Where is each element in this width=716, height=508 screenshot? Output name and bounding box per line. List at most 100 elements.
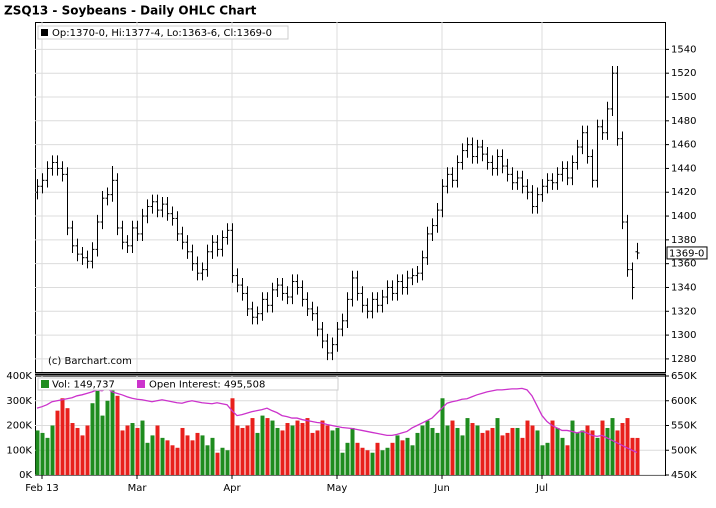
volume-bar [115, 395, 120, 475]
y2-tick-label: 450K [671, 470, 697, 481]
volume-bar [230, 398, 235, 475]
volume-bar [65, 408, 70, 475]
volume-bar [155, 425, 160, 475]
legend-entry: Open Interest: 495,508 [149, 380, 265, 391]
volume-bar [495, 418, 500, 475]
volume-bar [520, 437, 525, 475]
x-tick-label: Jul [535, 483, 548, 494]
volume-bar [135, 427, 140, 475]
volume-bar [265, 418, 270, 475]
volume-bar [630, 437, 635, 475]
volume-bar [450, 420, 455, 475]
volume-bar [335, 427, 340, 475]
volume-bar [430, 427, 435, 475]
volume-bar [40, 432, 45, 475]
volume-bar [90, 403, 95, 475]
volume-bar [205, 445, 210, 475]
volume-bar [95, 390, 100, 475]
last-price-box [666, 246, 708, 260]
volume-bar [500, 435, 505, 475]
volume-bar [270, 420, 275, 475]
volume-bar [515, 427, 520, 475]
volume-bar [570, 420, 575, 475]
volume-bar [330, 430, 335, 475]
volume-bar [605, 427, 610, 475]
price-panel [35, 22, 666, 373]
volume-bar [140, 420, 145, 475]
y-tick-label: 100K [6, 445, 32, 456]
y-tick-label: 1320 [671, 306, 696, 317]
volume-bar [540, 445, 545, 475]
volume-bar [390, 442, 395, 475]
volume-bar [560, 437, 565, 475]
volume-bar [305, 418, 310, 475]
volume-bar [615, 430, 620, 475]
volume-bar [600, 420, 605, 475]
volume-bar [365, 450, 370, 475]
volume-bar [490, 427, 495, 475]
y-tick-label: 1360 [671, 259, 696, 270]
volume-bar [360, 447, 365, 475]
y2-tick-label: 500K [671, 445, 697, 456]
volume-bar [620, 423, 625, 475]
y-tick-label: 1300 [671, 330, 696, 341]
y-tick-label: 1400 [671, 211, 696, 222]
volume-bar [470, 423, 475, 475]
volume-bar [440, 398, 445, 475]
volume-bar [460, 435, 465, 475]
volume-bar [105, 400, 110, 475]
volume-bar [130, 423, 135, 475]
x-tick-label: Apr [223, 483, 241, 494]
chart-title: ZSQ13 - Soybeans - Daily OHLC Chart [4, 4, 257, 18]
volume-bar [465, 418, 470, 475]
volume-bar [195, 432, 200, 475]
legend-box [37, 377, 339, 391]
y-tick-label: 1460 [671, 140, 696, 151]
volume-bar [475, 425, 480, 475]
ohlc-legend: Op:1370-0, Hi:1377-4, Lo:1363-6, Cl:1369… [52, 28, 272, 39]
volume-bar [345, 442, 350, 475]
volume-bar [285, 423, 290, 475]
volume-bar [170, 445, 175, 475]
volume-bar [550, 420, 555, 475]
volume-bar [125, 425, 130, 475]
volume-bar [45, 437, 50, 475]
y-tick-label: 200K [6, 421, 32, 432]
volume-bar [190, 440, 195, 475]
volume-bar [145, 442, 150, 475]
volume-bar [60, 398, 65, 475]
volume-bar [535, 430, 540, 475]
y-tick-label: 1380 [671, 235, 696, 246]
volume-bar [180, 427, 185, 475]
volume-bar [100, 415, 105, 475]
volume-bar [425, 420, 430, 475]
volume-bar [585, 425, 590, 475]
volume-bar [635, 437, 640, 475]
volume-bar [340, 452, 345, 475]
volume-bar [455, 427, 460, 475]
volume-bar [350, 427, 355, 475]
volume-bar [505, 432, 510, 475]
volume-bar [215, 452, 220, 475]
volume-bar [375, 442, 380, 475]
legend-box [37, 25, 289, 40]
volume-bar [175, 447, 180, 475]
volume-bar [85, 425, 90, 475]
open-interest-line [36, 387, 638, 454]
volume-bar [590, 430, 595, 475]
volume-bar [415, 432, 420, 475]
y-tick-label: 1420 [671, 187, 696, 198]
volume-bar [210, 437, 215, 475]
volume-bar [355, 442, 360, 475]
volume-bar [315, 430, 320, 475]
volume-bar [70, 423, 75, 475]
y2-tick-label: 550K [671, 421, 697, 432]
legend-entry: Vol: 149,737 [52, 380, 115, 391]
legend-swatch [137, 380, 145, 388]
volume-bar [245, 425, 250, 475]
volume-bar [525, 420, 530, 475]
volume-bar [55, 410, 60, 475]
y2-tick-label: 650K [671, 371, 697, 382]
